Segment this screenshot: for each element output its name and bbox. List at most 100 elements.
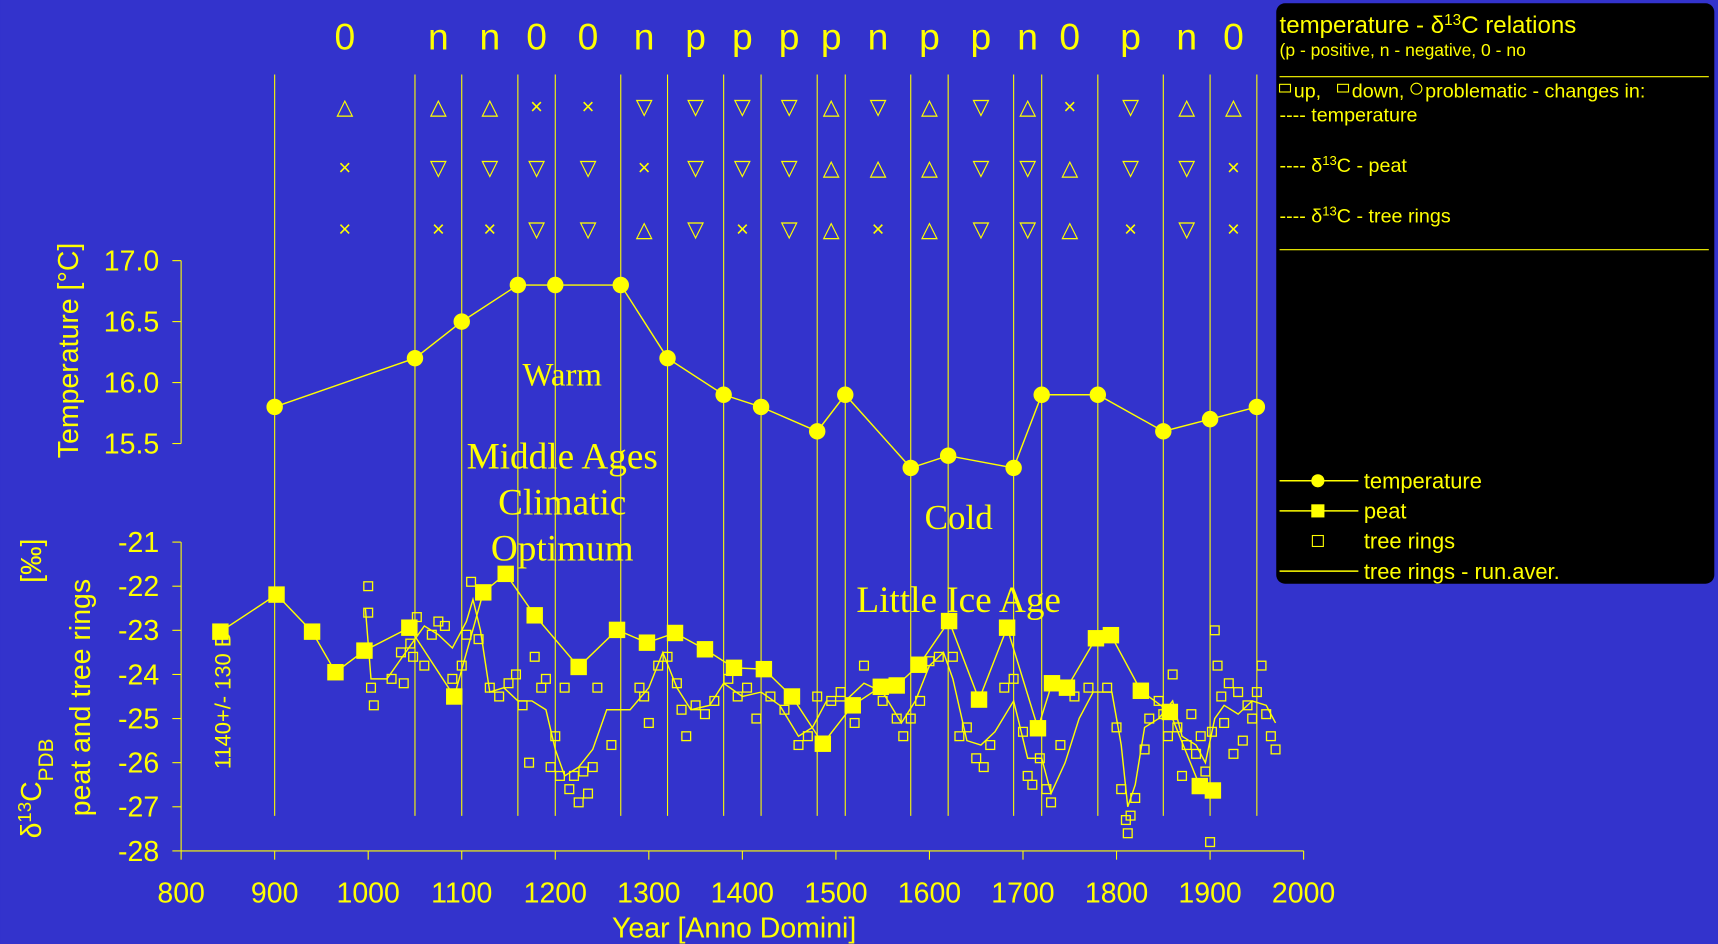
- relation-letter: 0: [1059, 15, 1080, 57]
- point: [1186, 709, 1197, 720]
- point: [905, 713, 916, 724]
- point: [1041, 784, 1052, 795]
- point: [837, 386, 854, 403]
- point: [510, 669, 522, 680]
- relation-letter: p: [779, 15, 800, 57]
- y-axis-title-part: δ: [16, 823, 48, 839]
- point: [1212, 660, 1223, 671]
- point: [961, 722, 972, 733]
- legend-row-part: ---- temperature: [1280, 105, 1418, 127]
- change-symbol: ▽: [781, 217, 798, 242]
- y-tick-label: -25: [118, 703, 159, 735]
- point: [723, 673, 734, 684]
- point: [765, 691, 776, 702]
- point: [1248, 398, 1266, 416]
- point: [461, 629, 472, 640]
- point: [1200, 766, 1211, 777]
- point: [910, 656, 928, 673]
- point: [612, 276, 629, 294]
- point: [547, 276, 564, 294]
- change-symbol: ▽: [1178, 217, 1195, 242]
- point: [266, 398, 283, 416]
- legend-row-part: 13: [1322, 203, 1337, 218]
- y-tick-label: -26: [118, 748, 159, 780]
- point: [1237, 735, 1248, 746]
- point: [1055, 739, 1066, 751]
- change-symbol: ▽: [734, 94, 751, 119]
- change-symbol: △: [1019, 94, 1036, 119]
- point: [1111, 722, 1122, 733]
- point: [587, 762, 598, 773]
- point: [365, 682, 377, 693]
- change-symbol: ▽: [972, 94, 989, 119]
- x-tick-label: 800: [157, 877, 204, 909]
- point: [1219, 717, 1230, 729]
- point: [998, 619, 1016, 636]
- point: [453, 313, 470, 330]
- point: [1102, 626, 1120, 644]
- point: [676, 704, 687, 715]
- legend-row-part: C - peat: [1337, 155, 1408, 177]
- point: [752, 398, 770, 416]
- change-symbol: ×: [1124, 217, 1137, 242]
- change-symbol: ▽: [580, 217, 597, 242]
- change-symbol: ▽: [1178, 155, 1195, 180]
- point: [985, 739, 996, 751]
- point: [1132, 682, 1150, 699]
- point: [540, 673, 551, 684]
- point: [1139, 744, 1150, 755]
- legend-label: tree rings - run.aver.: [1364, 559, 1560, 584]
- point: [793, 739, 804, 751]
- point: [608, 621, 626, 639]
- point: [398, 678, 409, 689]
- point: [653, 660, 664, 671]
- point: [844, 697, 861, 714]
- relation-letter: p: [1120, 15, 1141, 57]
- x-tick-label: 1600: [898, 877, 961, 909]
- point: [1027, 779, 1038, 790]
- point: [1089, 386, 1107, 403]
- point: [1058, 679, 1076, 696]
- y-axis-title: peat and tree rings: [65, 579, 97, 816]
- point: [268, 586, 285, 603]
- change-symbol: △: [823, 94, 840, 119]
- point: [564, 784, 575, 795]
- relation-letter: n: [868, 15, 889, 57]
- relation-letter: n: [1017, 15, 1038, 57]
- point: [419, 660, 430, 671]
- legend-label: peat: [1364, 499, 1407, 524]
- x-tick-label: 900: [251, 877, 298, 909]
- change-symbol: △: [921, 94, 938, 119]
- change-symbol: ▽: [781, 94, 798, 119]
- point: [877, 695, 888, 706]
- point: [509, 276, 527, 294]
- point: [497, 565, 514, 583]
- point: [439, 620, 450, 631]
- legend-marker: [1311, 474, 1325, 488]
- x-axis-title: Year [Anno Domini]: [612, 912, 856, 944]
- change-symbol: ×: [1063, 94, 1076, 119]
- y-axis-title: δ13CPDB: [13, 739, 57, 839]
- y-tick-label: 16.5: [104, 306, 159, 338]
- point: [971, 753, 982, 764]
- change-symbol: ▽: [580, 155, 597, 180]
- point: [1046, 797, 1057, 808]
- point: [1247, 713, 1258, 724]
- point: [1233, 687, 1244, 698]
- legend-subtitle: (p - positive, n - negative, 0 - no: [1280, 40, 1526, 60]
- point: [643, 717, 654, 729]
- change-symbol: ▽: [687, 217, 704, 242]
- y-tick-label: 15.5: [104, 428, 159, 460]
- point: [503, 678, 514, 689]
- point: [1176, 770, 1188, 781]
- point: [1083, 682, 1094, 693]
- legend-row-part: 13: [1322, 152, 1337, 167]
- change-symbol: ×: [483, 217, 496, 242]
- y-axis-unit: [‰]: [16, 539, 48, 583]
- point: [783, 688, 801, 705]
- annotation: 1140+/- 130 B: [210, 633, 235, 770]
- point: [751, 713, 762, 724]
- change-symbol: ×: [872, 217, 885, 242]
- point: [681, 731, 692, 742]
- change-symbol: △: [1061, 217, 1078, 242]
